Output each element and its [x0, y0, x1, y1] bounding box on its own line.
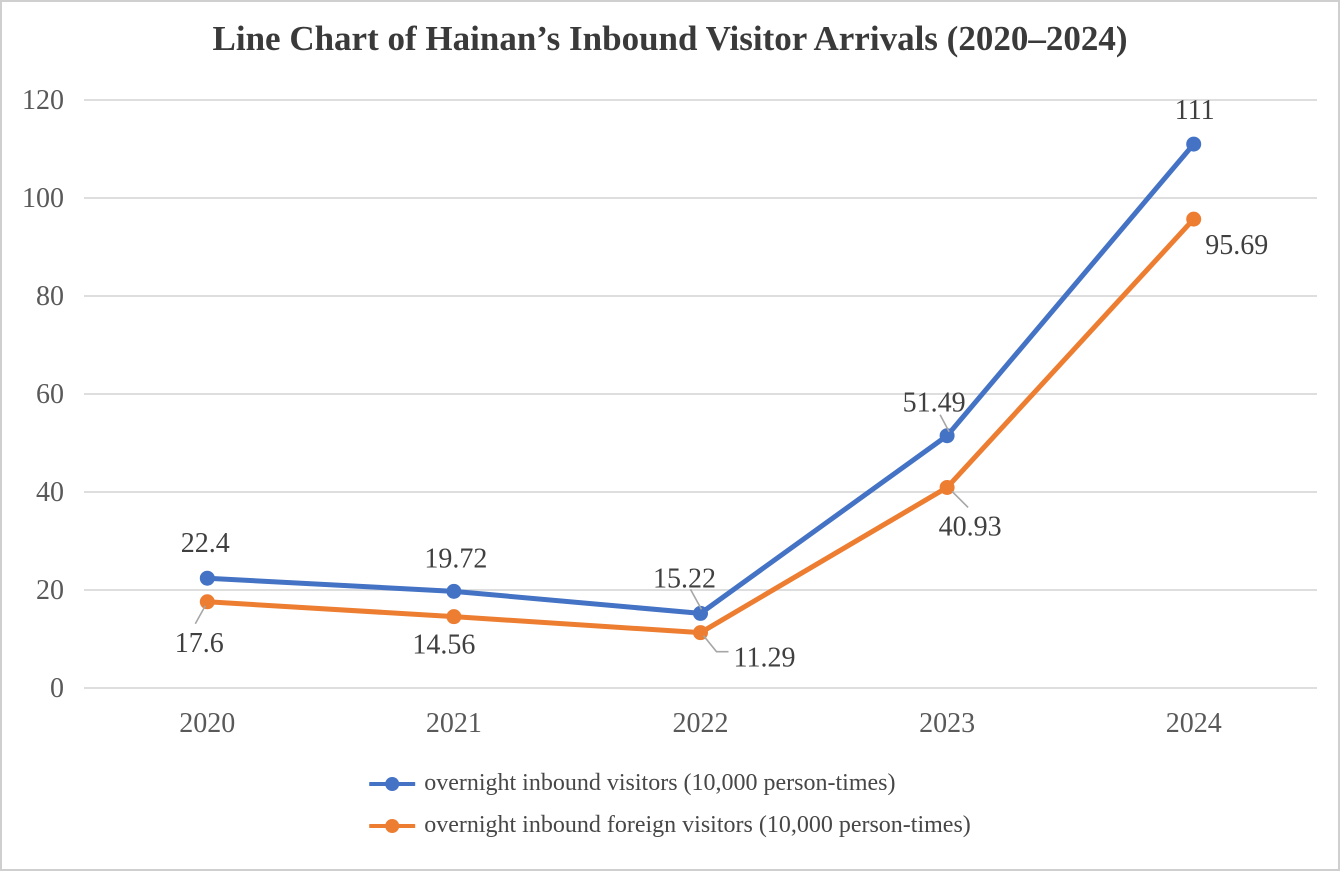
- data-point-label: 14.56: [412, 630, 475, 661]
- x-axis-tick-label: 2022: [673, 708, 729, 739]
- data-point-marker: [1186, 211, 1202, 227]
- y-axis-tick-label: 40: [36, 477, 64, 508]
- data-point-marker: [446, 583, 462, 599]
- data-point-label: 95.69: [1205, 230, 1268, 261]
- chart-title: Line Chart of Hainan’s Inbound Visitor A…: [212, 19, 1128, 58]
- data-point-label: 19.72: [424, 543, 487, 574]
- data-point-label: 15.22: [653, 563, 716, 594]
- data-point-label: 11.29: [734, 643, 796, 674]
- y-axis-tick-label: 0: [50, 673, 64, 704]
- data-point-marker: [939, 428, 955, 444]
- data-point-marker: [199, 570, 215, 586]
- x-axis-tick-label: 2020: [179, 708, 235, 739]
- legend-label: overnight inbound visitors (10,000 perso…: [424, 770, 896, 796]
- label-leader-line: [951, 490, 969, 509]
- label-leader-line: [939, 414, 950, 433]
- y-axis-tick-label: 60: [36, 379, 64, 410]
- x-axis-tick-label: 2023: [919, 708, 975, 739]
- label-leader-line: [702, 635, 729, 653]
- data-point-label: 17.6: [175, 628, 224, 659]
- x-axis-tick-label: 2024: [1166, 708, 1222, 739]
- label-leader-line: [689, 589, 703, 610]
- data-point-label: 111: [1175, 95, 1215, 126]
- y-axis-tick-label: 20: [36, 575, 64, 606]
- legend-line-marker-icon: [369, 776, 416, 791]
- data-point-label: 22.4: [181, 528, 230, 559]
- chart-legend: overnight inbound visitors (10,000 perso…: [369, 768, 971, 841]
- data-point-marker: [446, 609, 462, 625]
- data-point-label: 51.49: [903, 388, 966, 419]
- y-axis-tick-label: 80: [36, 281, 64, 312]
- x-axis-tick-label: 2021: [426, 708, 482, 739]
- legend-label: overnight inbound foreign visitors (10,0…: [424, 812, 971, 838]
- y-axis-tick-label: 120: [22, 85, 64, 116]
- data-point-marker: [199, 594, 215, 610]
- data-point-marker: [939, 479, 955, 495]
- y-axis-tick-label: 100: [22, 183, 64, 214]
- label-leader-line: [194, 605, 206, 625]
- data-point-marker: [1186, 136, 1202, 152]
- data-point-label: 40.93: [939, 511, 1002, 542]
- data-point-marker: [693, 605, 708, 621]
- legend-line-marker-icon: [369, 818, 416, 833]
- legend-item: overnight inbound visitors (10,000 perso…: [369, 768, 895, 799]
- legend-item: overnight inbound foreign visitors (10,0…: [369, 810, 971, 841]
